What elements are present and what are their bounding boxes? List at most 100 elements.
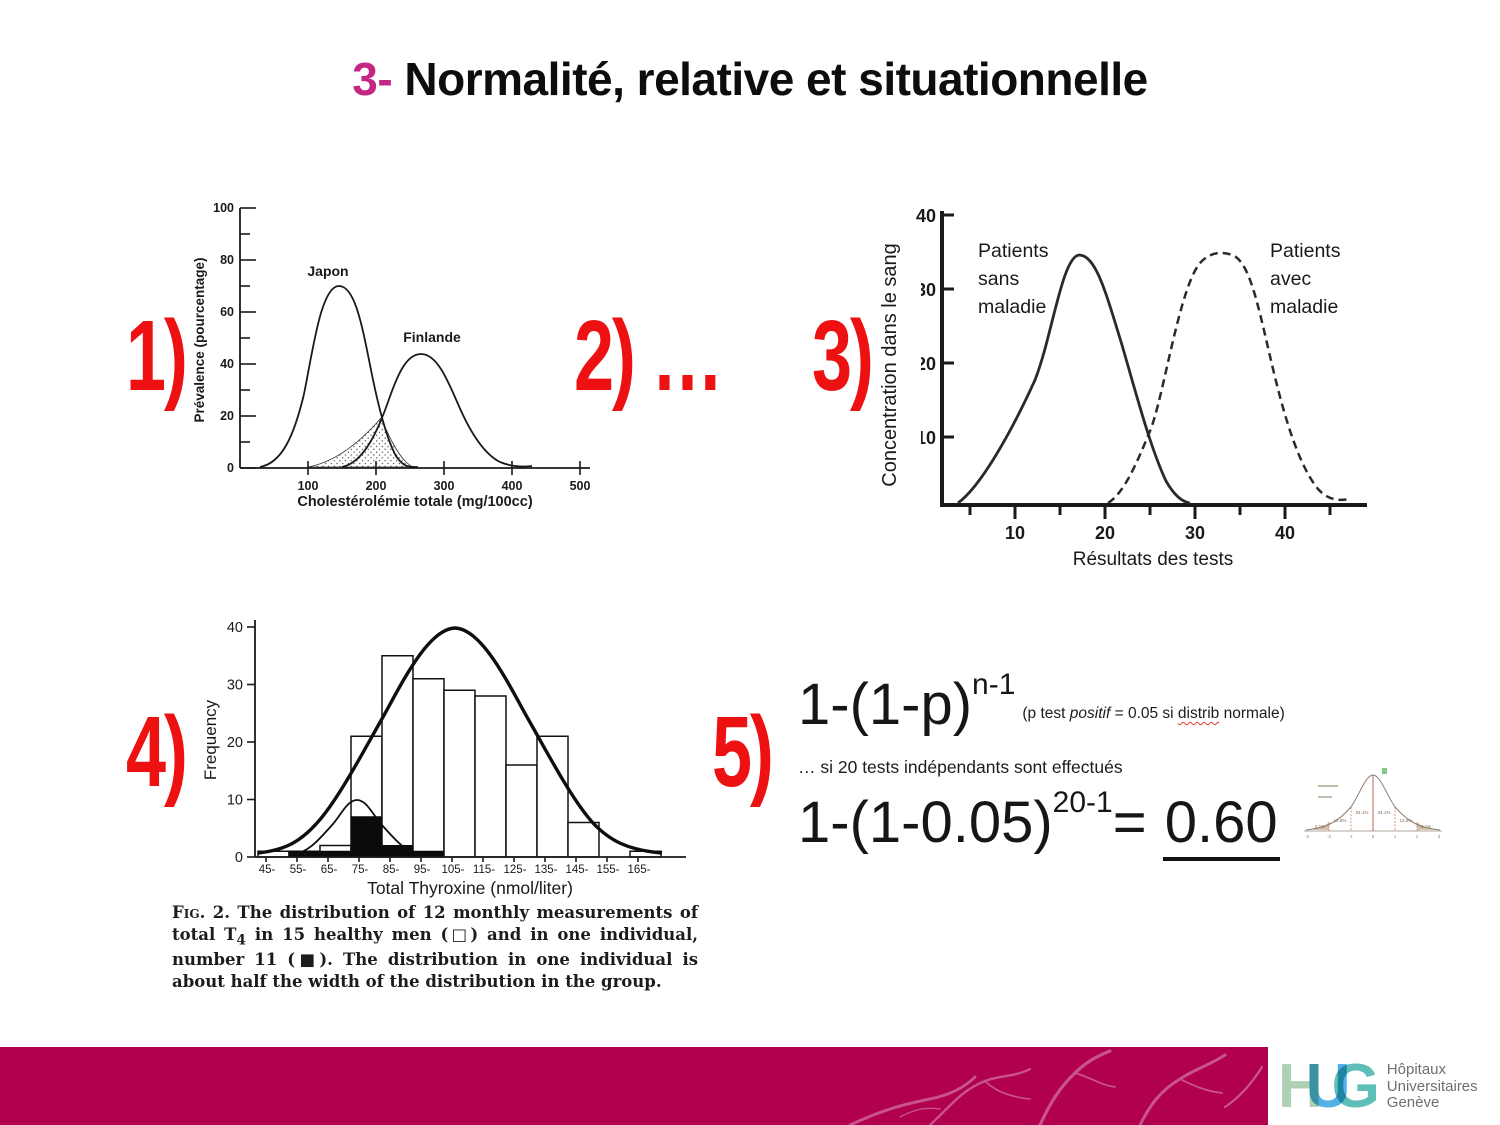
curve-japon (259, 285, 419, 468)
svg-text:maladie: maladie (978, 296, 1046, 318)
chart-thyroxine-histogram: 0 10 20 30 40 45- 55- 65- 75- 85- 95- 105- 115-… (201, 620, 686, 898)
x-ticks: 100 200 300 400 500 (298, 461, 590, 493)
svg-text:Patients: Patients (1270, 240, 1341, 262)
y-ticks: 0 10 20 30 40 (227, 620, 255, 866)
svg-text:13.6%: 13.6% (1399, 818, 1412, 823)
xtick-10: 10 (1005, 523, 1025, 543)
x-tick-labels: 45- 55- 65- 75- 85- 95- 105- 115- 125- 135- 145- 15… (259, 857, 651, 876)
marker-2: 2) … (574, 300, 724, 412)
xtick-400: 400 (502, 479, 523, 493)
x-tick-label: 95- (414, 864, 431, 876)
svg-text:0: 0 (1372, 834, 1375, 839)
svg-text:2.1%: 2.1% (1315, 824, 1325, 829)
x-tick-label: 65- (321, 864, 338, 876)
ytick-30: 30 (227, 678, 243, 694)
overlap-region (307, 417, 414, 468)
branch-pattern (848, 1049, 1264, 1125)
marker-5: 5) (712, 696, 774, 808)
formula-intro: … si 20 tests indépendants sont effectué… (798, 757, 1123, 777)
svg-text:13.6%: 13.6% (1333, 818, 1346, 823)
title-text: Normalité, relative et situationnelle (392, 53, 1148, 105)
tail-left (1312, 822, 1329, 830)
x-axis-title: Résultats des tests (1073, 549, 1234, 570)
formula-result: 0.60 (1162, 790, 1280, 861)
formula-2-exponent: 20-1 (1052, 786, 1113, 819)
chart-cholesterol-prevalence: 0 20 40 60 80 100 100 200 300 400 500 Ja… (192, 201, 590, 510)
svg-text:maladie: maladie (1270, 296, 1338, 318)
curve-label-japon: Japon (307, 263, 348, 279)
marker-4: 4) (126, 696, 188, 808)
x-tick-label: 145- (565, 864, 588, 876)
svg-text:-2: -2 (1327, 834, 1331, 839)
ytick-80: 80 (220, 253, 234, 267)
formula-2: 1-(1-0.05)20-1= 0.60 (798, 786, 1280, 861)
curve-patients-sans-maladie (957, 253, 1191, 505)
x-tick-label: 85- (383, 864, 400, 876)
ytick-100: 100 (213, 201, 234, 215)
page-title: 3- Normalité, relative et situationnelle (0, 52, 1500, 106)
ytick-0: 0 (235, 850, 243, 866)
hug-wordmark: Hôpitaux Universitaires Genève (1386, 1060, 1478, 1112)
cursor-mark (1382, 768, 1387, 774)
y-axis-title: Frequency (201, 699, 220, 780)
formula-1-base: 1-(1-p) (798, 672, 973, 737)
svg-text:Patients: Patients (978, 240, 1049, 262)
formula-1-note: (p test positif = 0.05 si distrib normal… (1022, 705, 1285, 722)
ytick-20: 20 (220, 409, 234, 423)
x-tick-label: 165- (627, 864, 650, 876)
curve-label-finlande: Finlande (403, 329, 461, 345)
histogram-bar-group (381, 655, 414, 858)
y-axis-title: Concentration dans le sang (880, 243, 901, 487)
x-axis-title: Cholestérolémie totale (mg/100cc) (297, 494, 532, 510)
svg-text:34.1%: 34.1% (1377, 810, 1390, 815)
figure-caption: Fig. 2. The distribution of 12 monthly m… (172, 903, 699, 991)
crop-mask (906, 281, 921, 299)
y-ticks: 40 30 20 10 (906, 206, 954, 448)
footer-banner: UNIVERSITÉ DE GENÈVE (0, 1047, 1268, 1125)
mini-normal-distribution: 2.1% 13.6% 34.1% 34.1% 13.6% 2.1% -3 -2 … (1304, 768, 1442, 839)
chart-test-results: 40 30 20 10 10 20 30 40 Patients (880, 206, 1367, 570)
crop-mask (906, 429, 921, 447)
filled-square-glyph: ■ (295, 950, 320, 970)
svg-text:34.1%: 34.1% (1355, 810, 1368, 815)
ytick-0: 0 (227, 461, 234, 475)
xtick-300: 300 (434, 479, 455, 493)
x-tick-label: 75- (352, 864, 369, 876)
svg-text:avec: avec (1270, 268, 1311, 290)
histogram-bar-individual (350, 816, 383, 858)
svg-text:1: 1 (1394, 834, 1397, 839)
segment-labels: 2.1% 13.6% 34.1% 34.1% 13.6% 2.1% (1315, 810, 1431, 829)
y-axis-title: Prévalence (pourcentage) (192, 257, 207, 422)
ytick-40: 40 (227, 620, 243, 636)
formula-1-exponent: n-1 (972, 668, 1016, 701)
histogram-bar-group (412, 678, 445, 858)
label-patients-avec-maladie: Patients avec maladie (1270, 240, 1341, 318)
title-number: 3- (352, 53, 393, 105)
x-axis-title: Total Thyroxine (nmol/liter) (367, 878, 573, 898)
crop-mask (906, 355, 921, 373)
open-square-glyph: □ (448, 924, 471, 944)
formula-2-base: 1-(1-0.05) (798, 790, 1053, 855)
curve-patients-avec-maladie (1107, 251, 1351, 505)
svg-text:sans: sans (978, 268, 1019, 290)
hug-letter-h: H (1278, 1052, 1323, 1121)
histogram-bars (257, 655, 662, 858)
marker-3: 3) (812, 300, 874, 412)
tail-right (1417, 822, 1434, 830)
x-tick-label: 45- (259, 864, 276, 876)
spellcheck-word: distrib (1177, 705, 1220, 722)
svg-text:3: 3 (1438, 834, 1441, 839)
normal-curve-individual (291, 799, 423, 856)
histogram-bar-group (567, 821, 600, 858)
hug-letter-g: G (1331, 1052, 1380, 1121)
xtick-40: 40 (1275, 523, 1295, 543)
ytick-40: 40 (220, 357, 234, 371)
x-tick-label: 55- (290, 864, 307, 876)
ytick-10: 10 (227, 793, 243, 809)
figure-label: Fig. 2. (172, 903, 230, 922)
x-tick-label: 105- (441, 864, 464, 876)
normal-curve-group (257, 626, 663, 855)
xtick-30: 30 (1185, 523, 1205, 543)
curve-finlande (341, 353, 533, 468)
